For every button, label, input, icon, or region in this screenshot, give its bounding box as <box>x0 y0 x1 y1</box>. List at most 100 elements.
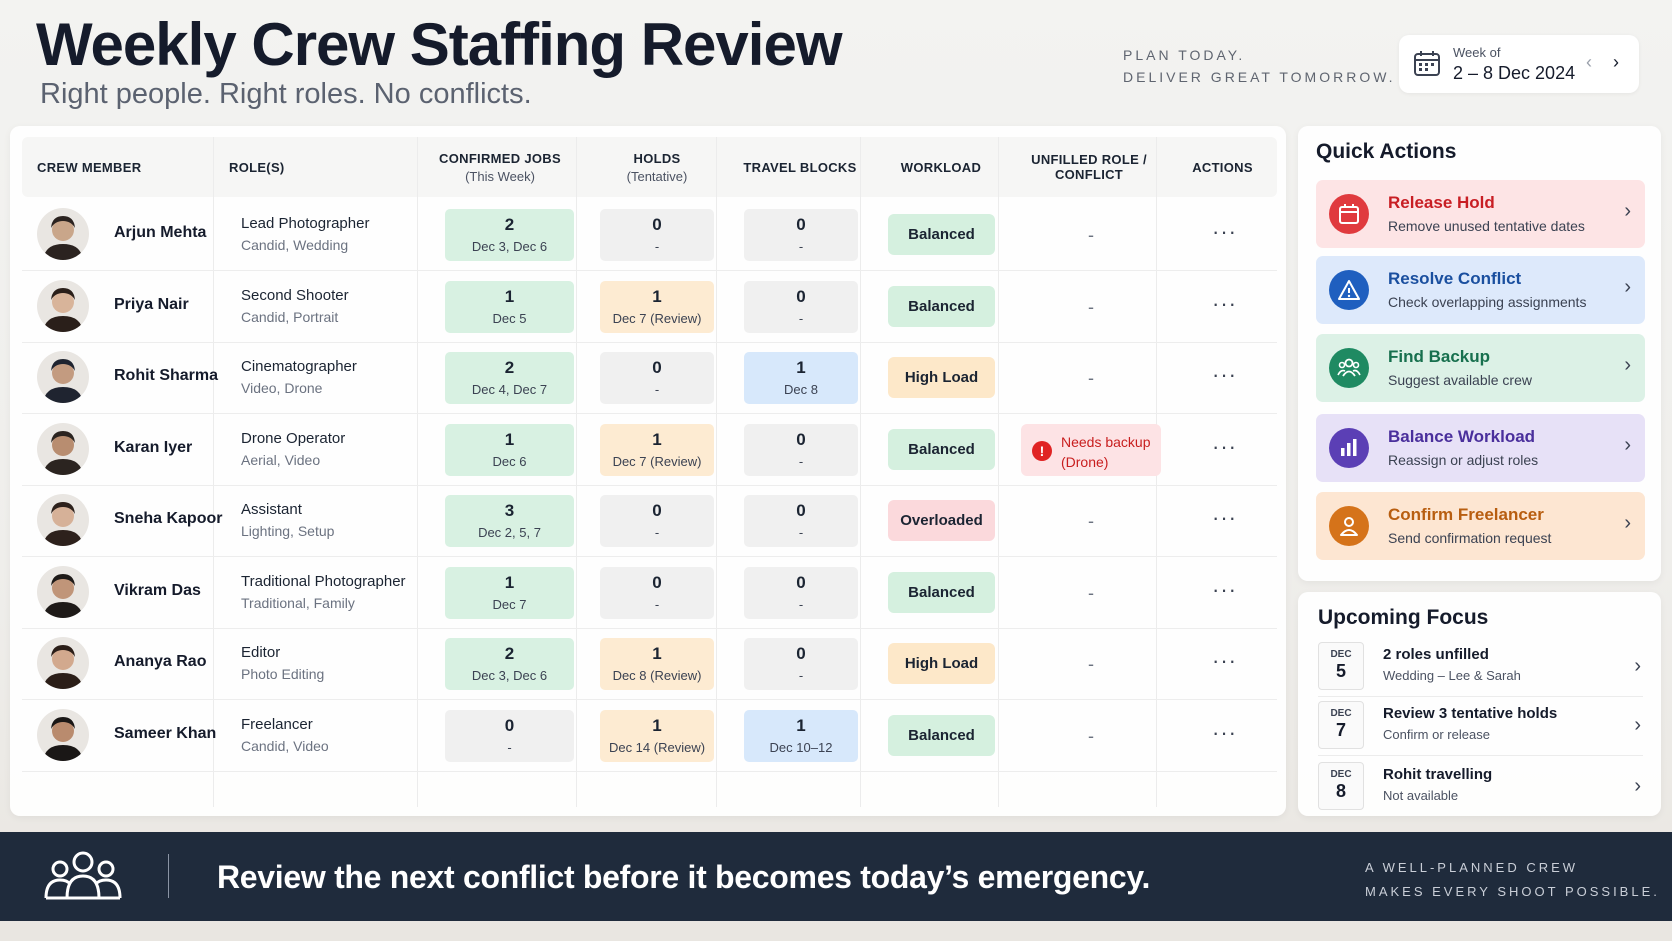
col-actions: ACTIONS <box>1192 159 1253 175</box>
upcoming-item[interactable]: DEC 8 Rohit travelling Not available › <box>1318 762 1643 818</box>
calendar-icon <box>1329 194 1369 234</box>
quick-actions-panel: Quick Actions Release Hold Remove unused… <box>1298 126 1661 581</box>
confirmed-jobs-cell: 3 Dec 2, 5, 7 <box>445 495 574 547</box>
crew-role: Lead Photographer <box>241 215 370 232</box>
confirm-freelancer-button[interactable]: Confirm Freelancer Send confirmation req… <box>1316 492 1645 560</box>
more-actions-icon[interactable]: ··· <box>1212 290 1237 316</box>
table-row: Rohit Sharma Cinematographer Video, Drone 2… <box>22 340 1277 414</box>
more-actions-icon[interactable]: ··· <box>1212 648 1237 673</box>
balance-workload-desc: Reassign or adjust roles <box>1388 452 1539 468</box>
crew-role: Drone Operator <box>241 429 346 447</box>
resolve-conflict-title: Resolve Conflict <box>1388 269 1522 288</box>
crew-role: Freelancer <box>241 715 313 733</box>
upcoming-item[interactable]: DEC 7 Review 3 tentative holds Confirm or… <box>1318 701 1643 757</box>
date-badge: DEC 5 <box>1318 642 1364 690</box>
more-actions-icon[interactable]: ··· <box>1212 219 1237 244</box>
col-roles: ROLE(S) <box>229 159 285 175</box>
chevron-left-icon[interactable]: ‹ <box>1586 52 1592 72</box>
alert-icon: ! <box>1032 440 1052 461</box>
confirmed-jobs-cell: 1 Dec 5 <box>445 280 574 333</box>
crew-name: Vikram Das <box>114 581 201 599</box>
upcoming-item[interactable]: DEC 5 2 roles unfilled Wedding – Lee & Sa… <box>1318 642 1643 698</box>
upcoming-item-desc: Wedding – Lee & Sarah <box>1383 668 1521 683</box>
chevron-right-icon: › <box>1634 775 1641 797</box>
table-header: CREW MEMBER ROLE(S) CONFIRMED JOBS (This … <box>22 137 1277 197</box>
more-actions-icon[interactable]: ··· <box>1212 433 1237 459</box>
holds-cell: 1 Dec 14 (Review) <box>600 709 714 762</box>
table-row: Sameer Khan Freelancer Candid, Video 0- 1 Dec… <box>22 698 1277 772</box>
release-hold-button[interactable]: Release Hold Remove unused tentative dat… <box>1316 180 1645 248</box>
week-value: 2 – 8 Dec 2024 <box>1453 63 1576 83</box>
travel-blocks-cell: 1 Dec 10–12 <box>744 709 858 762</box>
tagline-line-1: PLAN TODAY. <box>1123 47 1246 63</box>
staffing-table: CREW MEMBER ROLE(S) CONFIRMED JOBS (This … <box>10 126 1286 816</box>
holds-cell: 0- <box>600 566 714 619</box>
crew-role-detail: Lighting, Setup <box>241 523 335 539</box>
crew-role-detail: Candid, Portrait <box>241 308 339 325</box>
avatar <box>37 708 89 761</box>
crew-role: Editor <box>241 644 281 661</box>
footer-banner: Review the next conflict before it becom… <box>0 832 1672 921</box>
crew-name: Priya Nair <box>114 295 189 313</box>
travel-blocks-cell: 1 Dec 8 <box>744 352 858 404</box>
crew-role: Traditional Photographer <box>241 572 406 590</box>
workload-badge: Balanced <box>888 285 995 327</box>
tagline-line-2: DELIVER GREAT TOMORROW. <box>1123 69 1396 85</box>
upcoming-item-title: 2 roles unfilled <box>1383 646 1489 663</box>
holds-cell: 1 Dec 7 (Review) <box>600 423 714 476</box>
workload-badge: Balanced <box>888 428 995 470</box>
more-actions-icon[interactable]: ··· <box>1212 576 1237 602</box>
crew-name: Ananya Rao <box>114 653 207 670</box>
confirmed-jobs-cell: 2 Dec 3, Dec 6 <box>445 638 574 690</box>
workload-badge: Overloaded <box>888 500 995 541</box>
quick-actions-title: Quick Actions <box>1316 140 1457 163</box>
crew-role-detail: Video, Drone <box>241 380 323 396</box>
confirmed-jobs-cell: 2 Dec 4, Dec 7 <box>445 352 574 404</box>
workload-badge: High Load <box>888 643 995 684</box>
more-actions-icon[interactable]: ··· <box>1212 362 1237 387</box>
chevron-right-icon: › <box>1624 434 1631 456</box>
workload-badge: Balanced <box>888 714 995 756</box>
more-actions-icon[interactable]: ··· <box>1212 505 1237 530</box>
confirm-freelancer-desc: Send confirmation request <box>1388 530 1552 546</box>
people-icon <box>1329 348 1369 388</box>
resolve-conflict-button[interactable]: Resolve Conflict Check overlapping assig… <box>1316 256 1645 324</box>
footer-tagline: A WELL-PLANNED CREW MAKES EVERY SHOOT PO… <box>1365 860 1660 899</box>
workload-badge: Balanced <box>888 214 995 255</box>
table-row: Vikram Das Traditional Photographer Tradit… <box>22 555 1277 629</box>
crew-role-detail: Aerial, Video <box>241 451 321 468</box>
week-label: Week of <box>1453 45 1501 60</box>
balance-workload-button[interactable]: Balance Workload Reassign or adjust role… <box>1316 414 1645 482</box>
upcoming-focus-title: Upcoming Focus <box>1318 606 1489 629</box>
find-backup-button[interactable]: Find Backup Suggest available crew › <box>1316 334 1645 402</box>
col-holds: HOLDS (Tentative) <box>626 150 688 184</box>
confirmed-jobs-cell: 2 Dec 3, Dec 6 <box>445 209 574 261</box>
avatar <box>37 565 89 618</box>
warning-icon <box>1329 270 1369 310</box>
bar-chart-icon <box>1329 428 1369 468</box>
more-actions-icon[interactable]: ··· <box>1212 719 1237 745</box>
workload-badge: Balanced <box>888 571 995 613</box>
holds-cell: 0- <box>600 352 714 404</box>
crew-name: Karan Iyer <box>114 438 193 456</box>
chevron-right-icon: › <box>1634 655 1641 677</box>
upcoming-item-desc: Confirm or release <box>1383 727 1490 742</box>
crew-name: Sneha Kapoor <box>114 510 223 527</box>
crew-name: Rohit Sharma <box>114 367 219 384</box>
crew-role-detail: Photo Editing <box>241 666 325 682</box>
avatar <box>37 422 89 475</box>
week-selector[interactable]: Week of 2 – 8 Dec 2024 ‹ › <box>1399 35 1639 93</box>
page-subtitle: Right people. Right roles. No conflicts. <box>40 78 532 110</box>
confirmed-jobs-cell: 1 Dec 7 <box>445 566 574 619</box>
date-badge: DEC 7 <box>1318 701 1364 749</box>
conflict-alert[interactable]: ! Needs backup (Drone) <box>1021 423 1161 476</box>
avatar <box>37 208 89 260</box>
holds-cell: 1 Dec 7 (Review) <box>600 280 714 333</box>
conflict-value: - <box>1088 225 1094 245</box>
find-backup-title: Find Backup <box>1388 347 1491 366</box>
avatar <box>37 494 89 546</box>
tagline: PLAN TODAY. DELIVER GREAT TOMORROW. <box>1123 44 1396 88</box>
conflict-value: - <box>1088 368 1094 388</box>
calendar-icon <box>1414 51 1440 76</box>
chevron-right-icon[interactable]: › <box>1613 52 1619 72</box>
